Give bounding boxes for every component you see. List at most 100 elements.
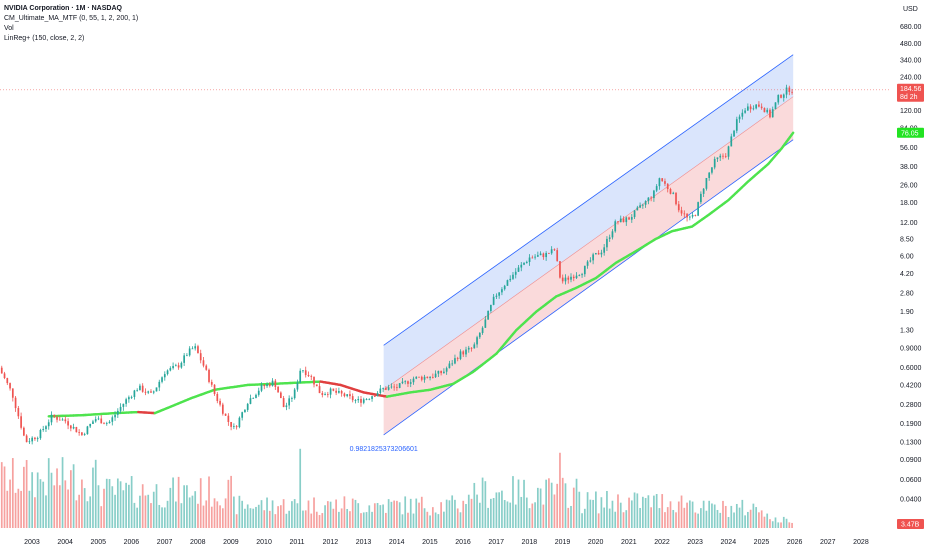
candle (435, 374, 437, 377)
volume-bar (728, 517, 730, 528)
indicator-vol-label[interactable]: Vol (4, 24, 138, 34)
volume-bar (56, 468, 58, 528)
x-tick-label: 2008 (190, 539, 206, 546)
candle (543, 254, 545, 258)
volume-bar (556, 484, 558, 528)
volume-bar (178, 477, 180, 528)
candle (186, 355, 188, 356)
volume-bar (272, 500, 274, 528)
volume-bar (451, 495, 453, 528)
volume-bar (648, 495, 650, 528)
candle (59, 420, 61, 421)
candle (272, 381, 274, 386)
candle (67, 421, 69, 425)
candle (15, 398, 17, 408)
volume-bar (435, 512, 437, 528)
candle (780, 95, 782, 98)
volume-bar (681, 496, 683, 528)
volume-bar (631, 500, 633, 528)
candle (451, 363, 453, 364)
volume-bar (122, 490, 124, 528)
candle (20, 416, 22, 427)
volume-bar (786, 519, 788, 528)
candle (457, 358, 459, 359)
x-tick-label: 2014 (389, 539, 405, 546)
volume-bar (595, 491, 597, 528)
y-tick-label: 4.20 (900, 271, 914, 278)
candle (601, 253, 603, 255)
candle (200, 353, 202, 360)
y-tick-label: 680.00 (900, 24, 922, 31)
candle (197, 346, 199, 353)
candle (747, 106, 749, 110)
volume-bar (294, 499, 296, 528)
candle (548, 253, 550, 254)
candle (316, 384, 318, 386)
y-tick-label: 38.00 (900, 164, 918, 171)
candle (695, 215, 697, 216)
y-tick-label: 0.4200 (900, 382, 922, 389)
candle (194, 346, 196, 348)
symbol-title[interactable]: NVIDIA Corporation · 1M · NASDAQ (4, 4, 138, 14)
volume-bar (565, 483, 567, 528)
volume-bar (53, 485, 55, 528)
candle (131, 397, 133, 398)
volume-bar (250, 508, 252, 528)
volume-bar (125, 483, 127, 528)
volume-bar (531, 504, 533, 528)
indicator-linreg-label[interactable]: LinReg+ (150, close, 2, 2) (4, 34, 138, 44)
ma-tag-value: 76.05 (901, 130, 919, 137)
volume-bar (642, 497, 644, 528)
volume-bar (479, 503, 481, 528)
candle (415, 377, 417, 379)
volume-bar (460, 512, 462, 528)
candle (496, 296, 498, 297)
candle (45, 426, 47, 429)
volume-bar (142, 484, 144, 528)
candle (449, 364, 451, 369)
volume-bar (172, 477, 174, 528)
volume-bar (230, 476, 232, 528)
candle (81, 432, 83, 435)
y-tick-label: 26.00 (900, 182, 918, 189)
indicator-ma-label[interactable]: CM_Ultimate_MA_MTF (0, 55, 1, 2, 200, 1) (4, 14, 138, 24)
volume-bar (40, 479, 42, 528)
candle (211, 382, 213, 385)
volume-bar (711, 503, 713, 528)
volume-bar (377, 503, 379, 528)
volume-bar (169, 488, 171, 528)
candle (4, 373, 6, 378)
candle (128, 397, 130, 399)
candle (725, 156, 727, 157)
volume-bar (567, 508, 569, 528)
candle (341, 391, 343, 394)
volume-bar (418, 503, 420, 528)
volume-bar (440, 502, 442, 528)
volume-bar (29, 491, 31, 528)
candle (686, 214, 688, 218)
volume-bar (554, 494, 556, 528)
candle (570, 277, 572, 280)
candle (744, 111, 746, 113)
volume-bar (780, 522, 782, 528)
volume-bar (589, 500, 591, 528)
volume-bar (739, 508, 741, 528)
volume-bar (109, 479, 111, 528)
volume-bar (261, 500, 263, 528)
volume-bar (247, 504, 249, 528)
candle (592, 254, 594, 260)
candle (755, 105, 757, 109)
y-tick-label: 480.00 (900, 41, 922, 48)
volume-bar (432, 507, 434, 528)
volume-bar (672, 510, 674, 528)
y-tick-label: 0.2800 (900, 402, 922, 409)
candle (753, 108, 755, 109)
volume-bar (161, 507, 163, 528)
candle (294, 390, 296, 399)
volume-bar (482, 478, 484, 528)
candle (308, 375, 310, 376)
candle (286, 405, 288, 407)
